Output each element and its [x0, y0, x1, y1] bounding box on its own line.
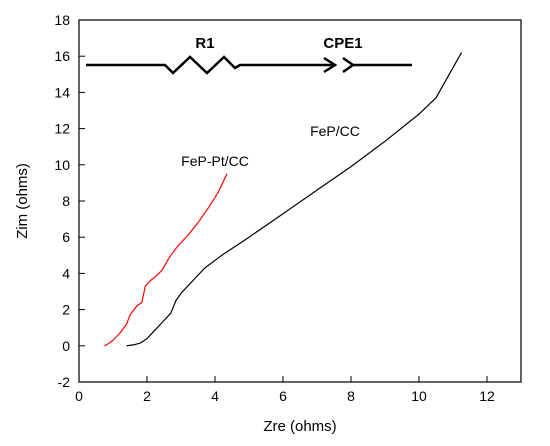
series-label: FeP-Pt/CC — [181, 153, 249, 169]
cpe-left-plate — [323, 56, 338, 74]
x-axis-label: Zre (ohms) — [263, 418, 336, 435]
circuit-label-cpe1: CPE1 — [323, 35, 362, 52]
series-line-fep-cc — [126, 52, 463, 347]
y-tick-label: 4 — [62, 265, 70, 281]
circuit-label-r1: R1 — [195, 35, 214, 52]
y-tick-label: 18 — [54, 12, 70, 28]
x-tick-label: 2 — [143, 388, 151, 404]
y-tick-label: 12 — [54, 121, 70, 137]
y-tick-label: -2 — [58, 374, 71, 390]
plot-area-border — [78, 19, 522, 383]
equivalent-circuit-diagram: R1 CPE1 — [86, 35, 412, 75]
y-tick-label: 16 — [54, 48, 70, 64]
plot-frame — [78, 19, 522, 383]
series-layer — [104, 52, 463, 347]
x-tick-label: 6 — [279, 388, 287, 404]
labels-layer: Zre (ohms) Zim (ohms) FeP-Pt/CC FeP/CC — [14, 123, 360, 435]
series-line-fep-pt-cc — [104, 173, 228, 347]
cpe-right-plate — [342, 56, 356, 74]
y-tick-label: 6 — [62, 229, 70, 245]
x-tick-label: 0 — [75, 388, 83, 404]
y-tick-label: 8 — [62, 193, 70, 209]
y-tick-label: 2 — [62, 302, 70, 318]
y-axis-label: Zim (ohms) — [14, 163, 31, 239]
series-label: FeP/CC — [310, 123, 360, 139]
x-tick-label: 10 — [411, 388, 427, 404]
y-tick-label: 10 — [54, 157, 70, 173]
resistor-wire — [86, 55, 335, 75]
y-tick-label: 0 — [62, 338, 70, 354]
x-tick-label: 12 — [479, 388, 495, 404]
x-tick-label: 4 — [211, 388, 219, 404]
y-tick-label: 14 — [54, 84, 70, 100]
x-tick-label: 8 — [347, 388, 355, 404]
